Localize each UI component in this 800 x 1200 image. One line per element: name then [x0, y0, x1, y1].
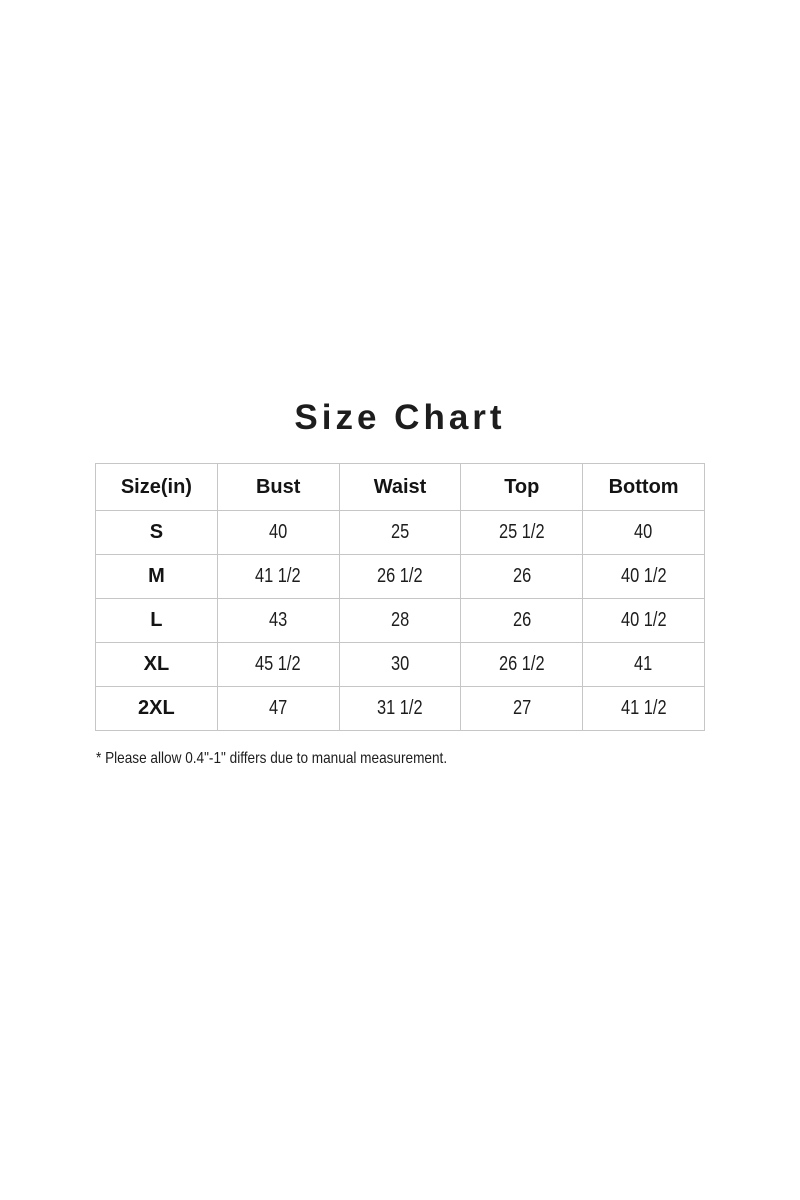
table-row-s: S 40 25 25 1/2 40: [95, 510, 705, 555]
size-label: 2XL: [95, 686, 218, 731]
table-cell: 40 1/2: [582, 554, 705, 599]
header-row: Size(in) Bust Waist Top Bottom: [95, 463, 705, 511]
column-header-size: Size(in): [95, 463, 218, 511]
cell-value: 26: [512, 565, 531, 587]
cell-value: 26: [512, 609, 531, 631]
cell-value: 41 1/2: [620, 697, 667, 719]
table-cell: 28: [338, 598, 462, 643]
size-chart-table: Size(in) Bust Waist Top Bottom S 40 25 2…: [95, 463, 705, 731]
table-cell: 25: [338, 510, 462, 555]
cell-value: 43: [269, 609, 288, 631]
table-cell: 31 1/2: [338, 686, 462, 731]
cell-value: 25 1/2: [498, 521, 545, 543]
footnote-text: * Please allow 0.4"-1" differs due to ma…: [96, 750, 448, 767]
table-cell: 26 1/2: [338, 554, 462, 599]
table-row-l: L 43 28 26 40 1/2: [95, 598, 705, 643]
cell-value: 41 1/2: [255, 565, 301, 587]
table-header: Size(in) Bust Waist Top Bottom: [95, 463, 705, 511]
cell-value: 28: [390, 609, 410, 631]
table-cell: 41: [582, 642, 705, 687]
table-cell: 43: [216, 598, 340, 643]
column-header-top: Top: [460, 463, 584, 511]
table-row-2xl: 2XL 47 31 1/2 27 41 1/2: [95, 686, 705, 731]
table-cell: 40: [216, 510, 340, 555]
table-body: S 40 25 25 1/2 40 M 41 1/2 26 1/2 26 40 …: [95, 510, 705, 731]
table-cell: 26: [460, 554, 584, 599]
table-cell: 26: [460, 598, 584, 643]
table-cell: 41 1/2: [216, 554, 340, 599]
cell-value: 40: [269, 521, 288, 543]
table-cell: 30: [338, 642, 462, 687]
cell-value: 45 1/2: [255, 653, 301, 675]
size-label: M: [95, 554, 218, 599]
cell-value: 31 1/2: [377, 697, 423, 719]
table-cell: 40: [582, 510, 705, 555]
table-cell: 47: [216, 686, 340, 731]
cell-value: 25: [390, 521, 410, 543]
column-header-bust: Bust: [216, 463, 340, 511]
column-header-bottom: Bottom: [582, 463, 705, 511]
cell-value: 41: [634, 653, 653, 675]
table-cell: 27: [460, 686, 584, 731]
table-row-m: M 41 1/2 26 1/2 26 40 1/2: [95, 554, 705, 599]
cell-value: 40 1/2: [620, 565, 667, 587]
column-header-waist: Waist: [338, 463, 462, 511]
table-cell: 40 1/2: [582, 598, 705, 643]
size-label: XL: [95, 642, 218, 687]
size-label: S: [95, 510, 218, 555]
cell-value: 27: [512, 697, 531, 719]
table-cell: 25 1/2: [460, 510, 584, 555]
cell-value: 40 1/2: [620, 609, 667, 631]
size-label: L: [95, 598, 218, 643]
cell-value: 26 1/2: [498, 653, 545, 675]
cell-value: 26 1/2: [377, 565, 423, 587]
cell-value: 47: [269, 697, 288, 719]
table-cell: 26 1/2: [460, 642, 584, 687]
page-title: Size Chart: [294, 398, 506, 437]
cell-value: 40: [634, 521, 653, 543]
table-cell: 45 1/2: [216, 642, 340, 687]
table-cell: 41 1/2: [582, 686, 705, 731]
table-row-xl: XL 45 1/2 30 26 1/2 41: [95, 642, 705, 687]
cell-value: 30: [390, 653, 410, 675]
measurement-footnote: * Please allow 0.4"-1" differs due to ma…: [96, 750, 509, 768]
